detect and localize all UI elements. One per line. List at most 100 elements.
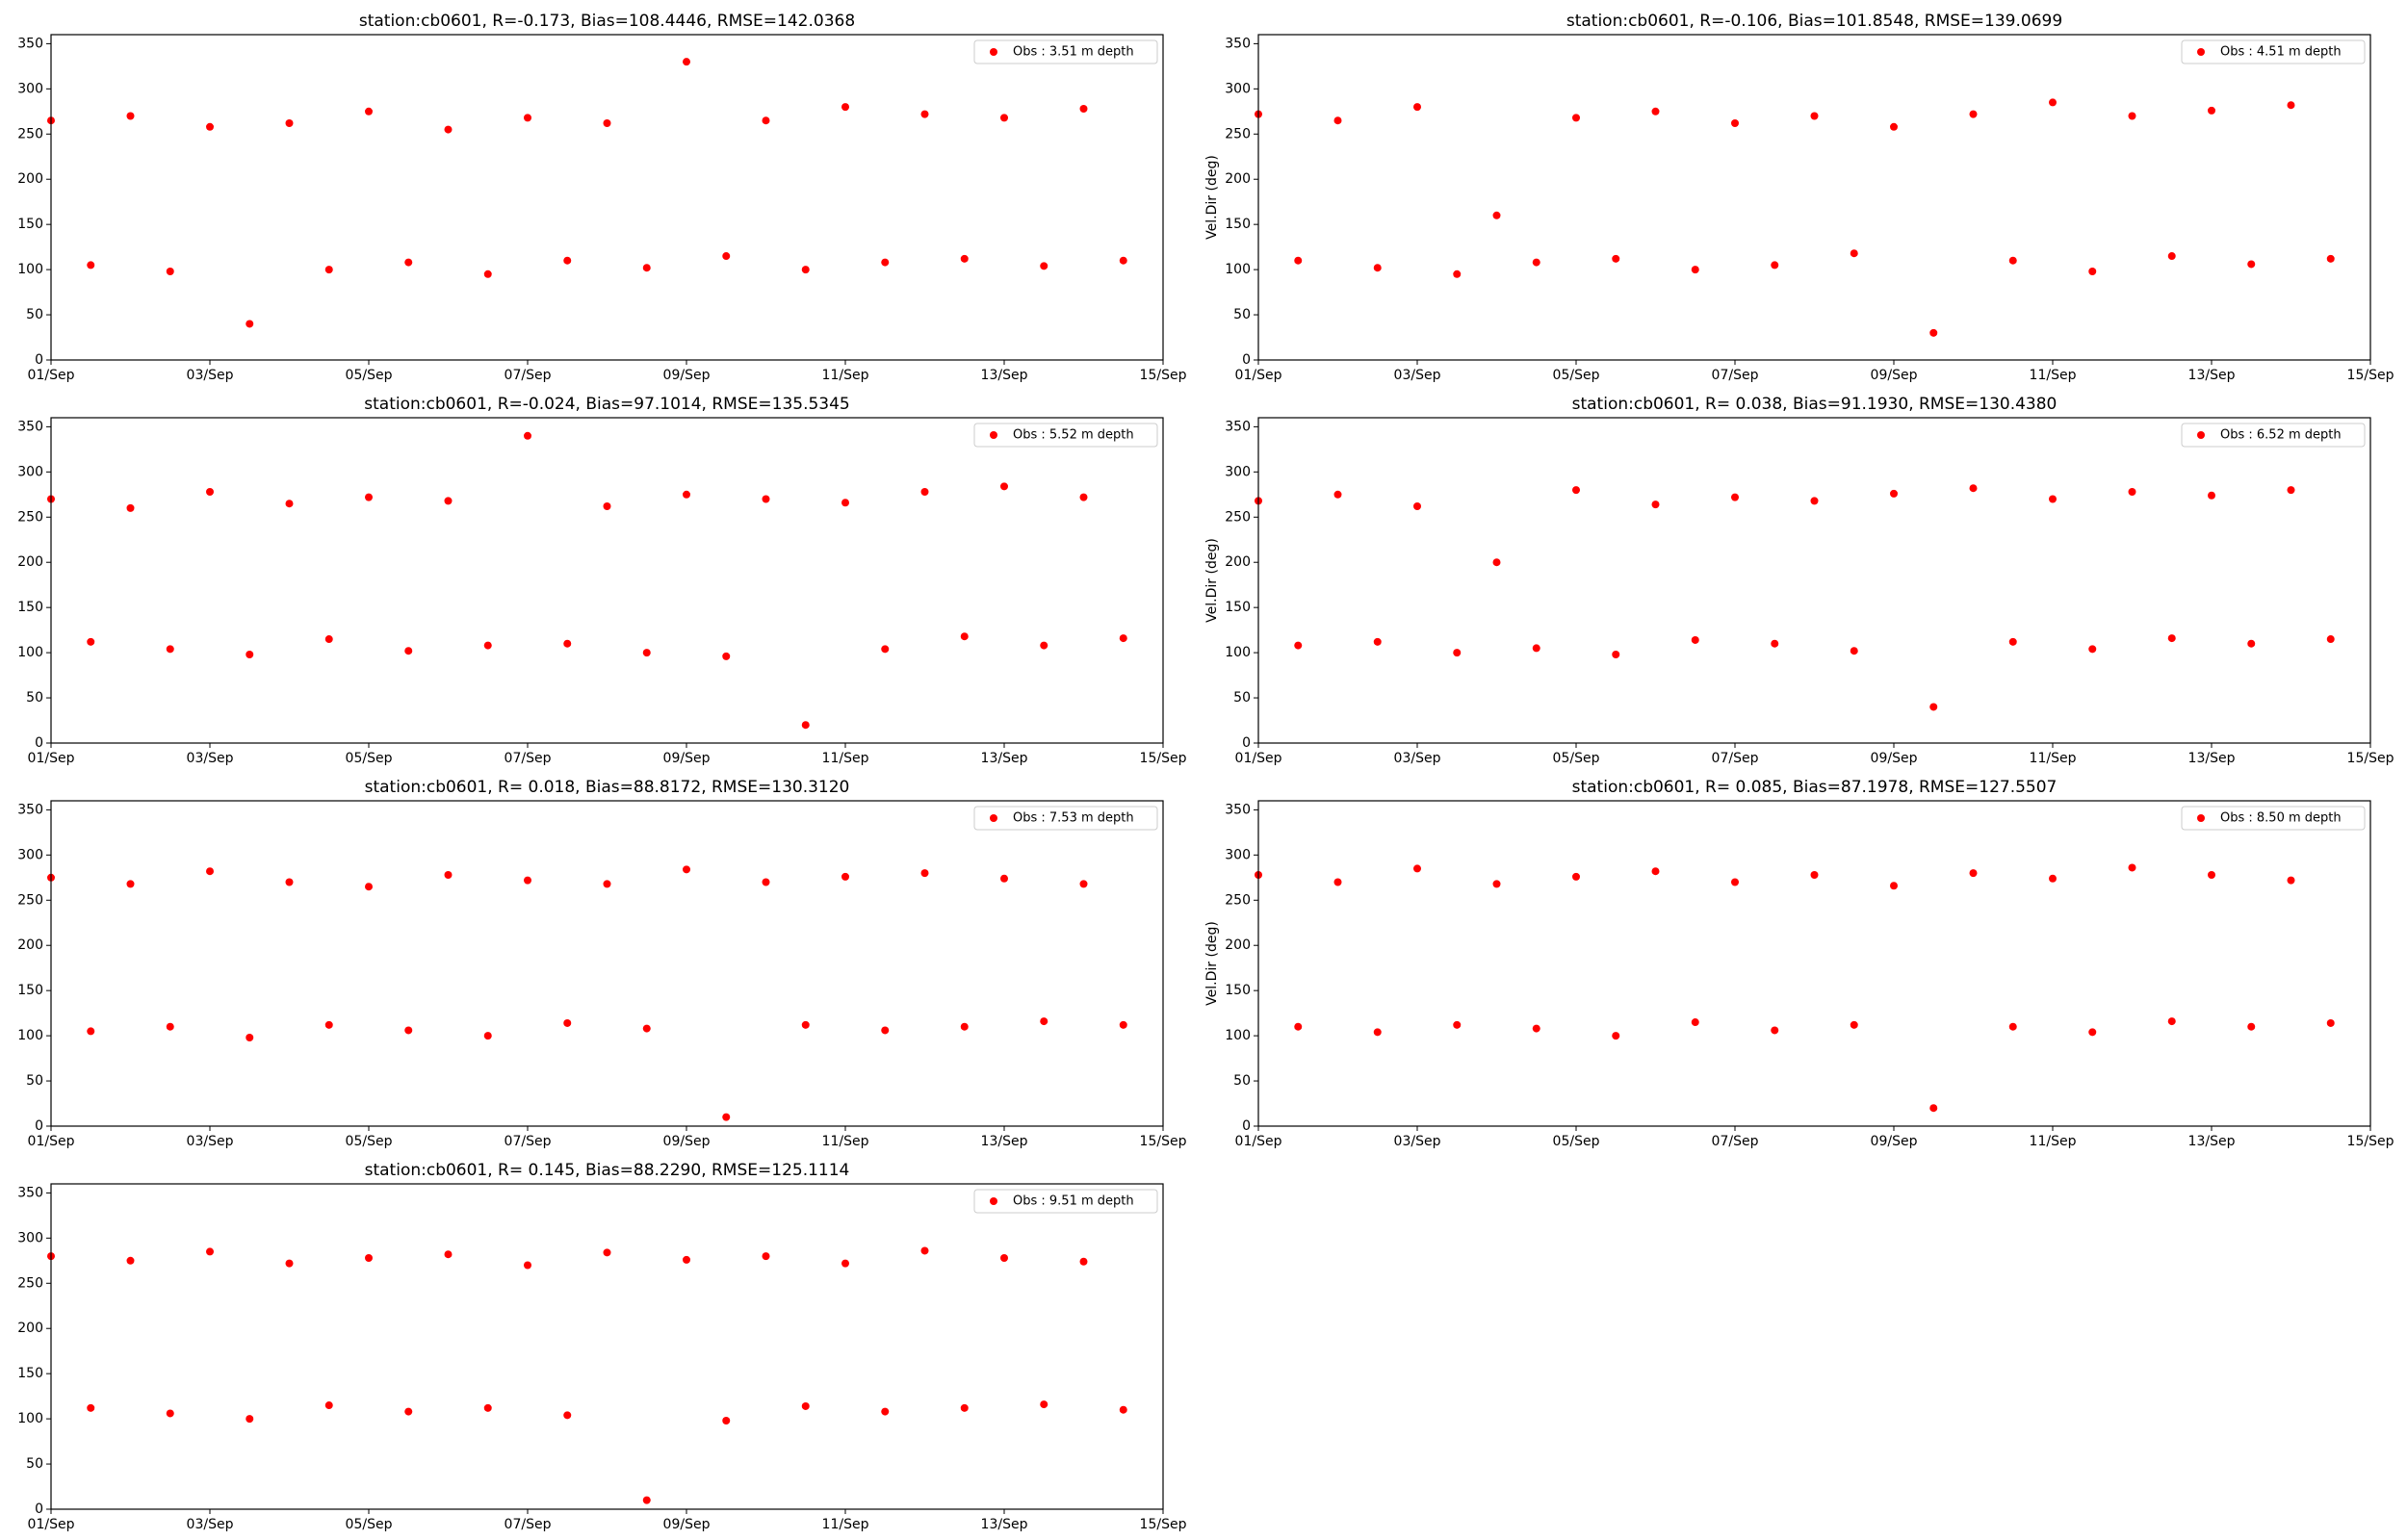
data-point bbox=[444, 497, 453, 505]
x-tick-label: 05/Sep bbox=[346, 368, 393, 383]
y-tick-label: 300 bbox=[17, 1230, 43, 1245]
data-point bbox=[483, 1032, 492, 1040]
y-tick-label: 100 bbox=[17, 1411, 43, 1426]
data-point bbox=[2326, 635, 2335, 644]
y-tick-label: 300 bbox=[1225, 847, 1251, 862]
data-point bbox=[1413, 864, 1421, 873]
data-point bbox=[920, 110, 929, 118]
data-point bbox=[642, 264, 651, 272]
plot-frame bbox=[50, 417, 1164, 744]
data-point bbox=[285, 500, 294, 508]
data-point bbox=[87, 637, 95, 646]
x-tick-label: 07/Sep bbox=[1712, 368, 1759, 383]
y-tick-label: 200 bbox=[1225, 171, 1251, 187]
data-point bbox=[2247, 639, 2256, 648]
legend-box bbox=[973, 39, 1158, 64]
chart-title: station:cb0601, R=-0.024, Bias=97.1014, … bbox=[364, 395, 850, 414]
data-point bbox=[2128, 112, 2136, 120]
data-point bbox=[1119, 1405, 1127, 1414]
y-tick-label: 200 bbox=[17, 937, 43, 953]
data-point bbox=[563, 639, 572, 648]
y-axis-label: Vel.Dir (deg) bbox=[1204, 921, 1220, 1006]
y-tick-label: 250 bbox=[1225, 126, 1251, 141]
y-tick-label: 250 bbox=[1225, 892, 1251, 908]
legend-marker bbox=[990, 814, 997, 822]
y-tick-label: 100 bbox=[17, 645, 43, 660]
y-tick-label: 350 bbox=[17, 36, 43, 51]
y-tick-label: 150 bbox=[17, 983, 43, 998]
data-point bbox=[683, 490, 690, 499]
x-tick-label: 03/Sep bbox=[187, 368, 234, 383]
data-point bbox=[1890, 122, 1898, 131]
data-point bbox=[404, 1026, 413, 1035]
x-tick-label: 07/Sep bbox=[1712, 751, 1759, 766]
data-point bbox=[1333, 116, 1342, 125]
data-point bbox=[801, 1401, 810, 1410]
data-point bbox=[642, 1496, 651, 1504]
data-point bbox=[1850, 647, 1858, 655]
x-tick-label: 11/Sep bbox=[822, 1517, 869, 1532]
data-point bbox=[563, 1018, 572, 1027]
x-tick-label: 13/Sep bbox=[981, 1134, 1028, 1149]
legend-marker bbox=[2197, 814, 2205, 822]
y-tick-label: 150 bbox=[1225, 217, 1251, 232]
x-tick-label: 11/Sep bbox=[822, 1134, 869, 1149]
y-tick-label: 350 bbox=[1225, 802, 1251, 817]
data-point bbox=[1453, 1020, 1462, 1029]
data-point bbox=[1890, 489, 1898, 498]
chart-title: station:cb0601, R= 0.018, Bias=88.8172, … bbox=[365, 778, 850, 797]
x-tick-label: 07/Sep bbox=[505, 1517, 552, 1532]
x-tick-label: 15/Sep bbox=[2347, 368, 2394, 383]
x-tick-label: 09/Sep bbox=[663, 751, 711, 766]
data-point bbox=[2326, 254, 2335, 263]
data-point bbox=[1040, 262, 1048, 270]
legend-box bbox=[2181, 806, 2366, 831]
x-tick-label: 01/Sep bbox=[28, 368, 75, 383]
plot-frame bbox=[50, 1183, 1164, 1510]
legend-marker bbox=[2197, 48, 2205, 56]
data-point bbox=[1492, 211, 1501, 219]
plot-frame bbox=[50, 800, 1164, 1127]
x-tick-label: 13/Sep bbox=[981, 368, 1028, 383]
data-point bbox=[1532, 644, 1540, 653]
x-tick-label: 15/Sep bbox=[2347, 1134, 2394, 1149]
x-tick-label: 15/Sep bbox=[2347, 751, 2394, 766]
legend-label: Obs : 5.52 m depth bbox=[1013, 428, 1134, 443]
data-point bbox=[683, 58, 690, 66]
data-point bbox=[2247, 260, 2256, 269]
data-point bbox=[762, 1252, 770, 1261]
data-point bbox=[1810, 870, 1819, 879]
data-point bbox=[2088, 267, 2097, 275]
data-point bbox=[1612, 1032, 1620, 1040]
data-point bbox=[126, 503, 135, 512]
data-point bbox=[206, 1247, 214, 1256]
data-point bbox=[1691, 635, 1699, 644]
x-tick-label: 05/Sep bbox=[346, 1134, 393, 1149]
data-point bbox=[841, 103, 849, 112]
data-point bbox=[603, 880, 611, 888]
data-point bbox=[2088, 645, 2097, 654]
data-point bbox=[1771, 261, 1779, 270]
y-tick-label: 350 bbox=[17, 1185, 43, 1200]
y-tick-label: 250 bbox=[17, 126, 43, 141]
y-tick-label: 300 bbox=[17, 847, 43, 862]
x-tick-label: 05/Sep bbox=[346, 751, 393, 766]
x-tick-label: 13/Sep bbox=[2188, 368, 2236, 383]
data-point bbox=[1000, 1253, 1008, 1262]
x-tick-label: 05/Sep bbox=[346, 1517, 393, 1532]
y-tick-label: 0 bbox=[1242, 735, 1251, 751]
y-tick-label: 50 bbox=[26, 1073, 43, 1089]
data-point bbox=[1413, 103, 1421, 112]
y-tick-label: 200 bbox=[1225, 554, 1251, 570]
x-tick-label: 03/Sep bbox=[1394, 368, 1441, 383]
y-tick-label: 350 bbox=[17, 419, 43, 434]
x-tick-label: 01/Sep bbox=[1235, 368, 1282, 383]
x-tick-label: 11/Sep bbox=[2030, 368, 2077, 383]
data-point bbox=[246, 1033, 254, 1041]
data-point bbox=[960, 1403, 969, 1412]
data-point bbox=[1969, 110, 1978, 118]
y-tick-label: 300 bbox=[1225, 464, 1251, 479]
data-point bbox=[1731, 119, 1739, 128]
data-point bbox=[1651, 107, 1660, 116]
data-point bbox=[1119, 256, 1127, 265]
